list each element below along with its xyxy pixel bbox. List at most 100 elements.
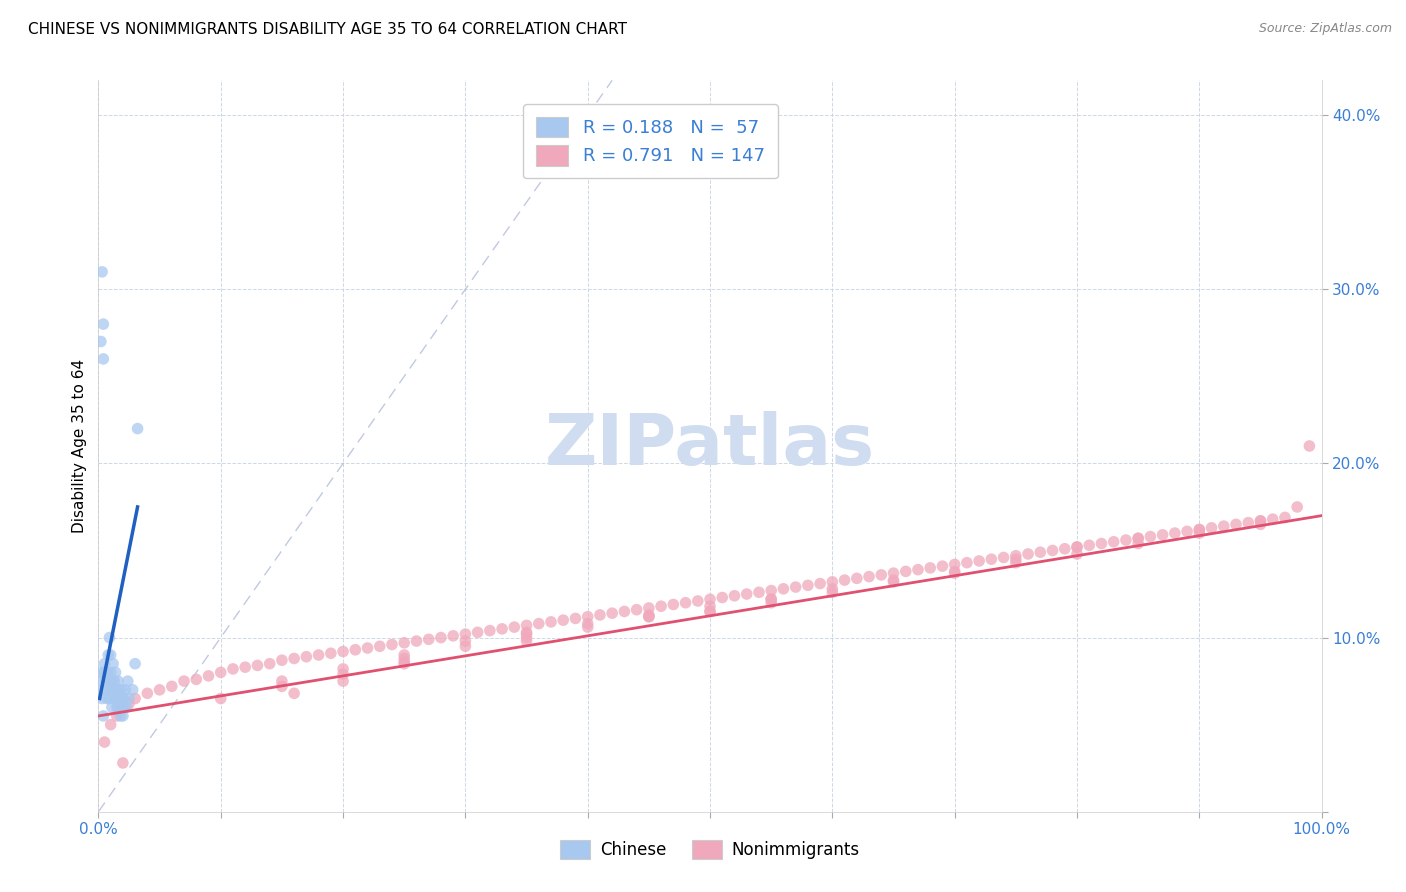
Point (467, 625, 489, 640)
Point (1128, 531, 1150, 545)
Point (1188, 523, 1211, 537)
Point (111, 700, 134, 714)
Point (160, 679, 183, 693)
Point (637, 609, 661, 624)
Point (104, 682, 127, 697)
Point (1066, 547, 1088, 561)
Point (222, 662, 245, 676)
Point (1201, 521, 1223, 535)
Point (101, 700, 124, 714)
Point (723, 589, 745, 603)
Point (1029, 545, 1052, 559)
Point (527, 616, 550, 631)
Point (392, 651, 416, 665)
Point (834, 573, 856, 587)
Point (197, 669, 219, 683)
Point (441, 629, 464, 643)
Point (1078, 538, 1101, 552)
Point (405, 634, 427, 648)
Point (931, 559, 953, 574)
Point (883, 566, 905, 581)
Point (761, 583, 783, 598)
Point (108, 682, 131, 697)
Point (94, 682, 117, 697)
Point (90, 665, 112, 680)
Point (540, 615, 562, 629)
Point (110, 709, 132, 723)
Point (699, 599, 721, 614)
Point (418, 632, 440, 647)
Point (91, 691, 114, 706)
Point (515, 631, 537, 645)
Point (104, 665, 127, 680)
Point (564, 611, 586, 625)
Point (1053, 541, 1076, 556)
Point (967, 554, 990, 568)
Point (124, 691, 146, 706)
Point (392, 636, 416, 650)
Point (1004, 556, 1026, 570)
Point (821, 585, 844, 599)
Point (515, 627, 537, 641)
Point (883, 573, 905, 587)
Point (107, 691, 129, 706)
Point (368, 640, 391, 654)
Point (101, 682, 124, 697)
Point (91, 674, 114, 689)
Point (821, 574, 844, 589)
Point (1188, 523, 1211, 537)
Point (270, 653, 294, 667)
Point (515, 625, 537, 640)
Point (1128, 531, 1150, 545)
Point (1175, 524, 1198, 539)
Point (392, 657, 416, 671)
Point (91, 351, 114, 366)
Point (332, 644, 354, 658)
Text: ZIPatlas: ZIPatlas (546, 411, 875, 481)
Point (1249, 517, 1271, 532)
Point (111, 700, 134, 714)
Point (613, 604, 636, 618)
Point (515, 618, 537, 632)
Point (662, 598, 685, 612)
Point (91, 682, 114, 697)
Point (121, 682, 143, 697)
Point (100, 665, 122, 680)
Point (1017, 547, 1039, 561)
Point (576, 620, 599, 634)
Point (103, 674, 125, 689)
Y-axis label: Disability Age 35 to 64: Disability Age 35 to 64 (72, 359, 87, 533)
Point (956, 556, 979, 570)
Point (108, 700, 131, 714)
Point (98, 631, 121, 645)
Point (821, 582, 844, 596)
Point (91, 317, 114, 331)
Point (105, 691, 128, 706)
Point (332, 667, 354, 681)
Point (686, 594, 709, 608)
Point (748, 585, 770, 599)
Point (845, 571, 868, 585)
Point (1139, 530, 1161, 544)
Point (124, 657, 146, 671)
Point (112, 691, 135, 706)
Point (91, 709, 114, 723)
Point (111, 709, 134, 723)
Point (454, 640, 477, 654)
Point (650, 599, 672, 614)
Point (98, 691, 121, 706)
Point (637, 601, 661, 615)
Point (943, 566, 966, 581)
Point (576, 616, 599, 631)
Point (118, 691, 141, 706)
Point (870, 567, 893, 582)
Point (209, 665, 232, 680)
Point (332, 674, 354, 689)
Point (576, 609, 599, 624)
Point (515, 634, 537, 648)
Point (883, 574, 905, 589)
Point (711, 591, 734, 605)
Point (430, 631, 453, 645)
Point (1004, 552, 1026, 566)
Point (589, 607, 612, 622)
